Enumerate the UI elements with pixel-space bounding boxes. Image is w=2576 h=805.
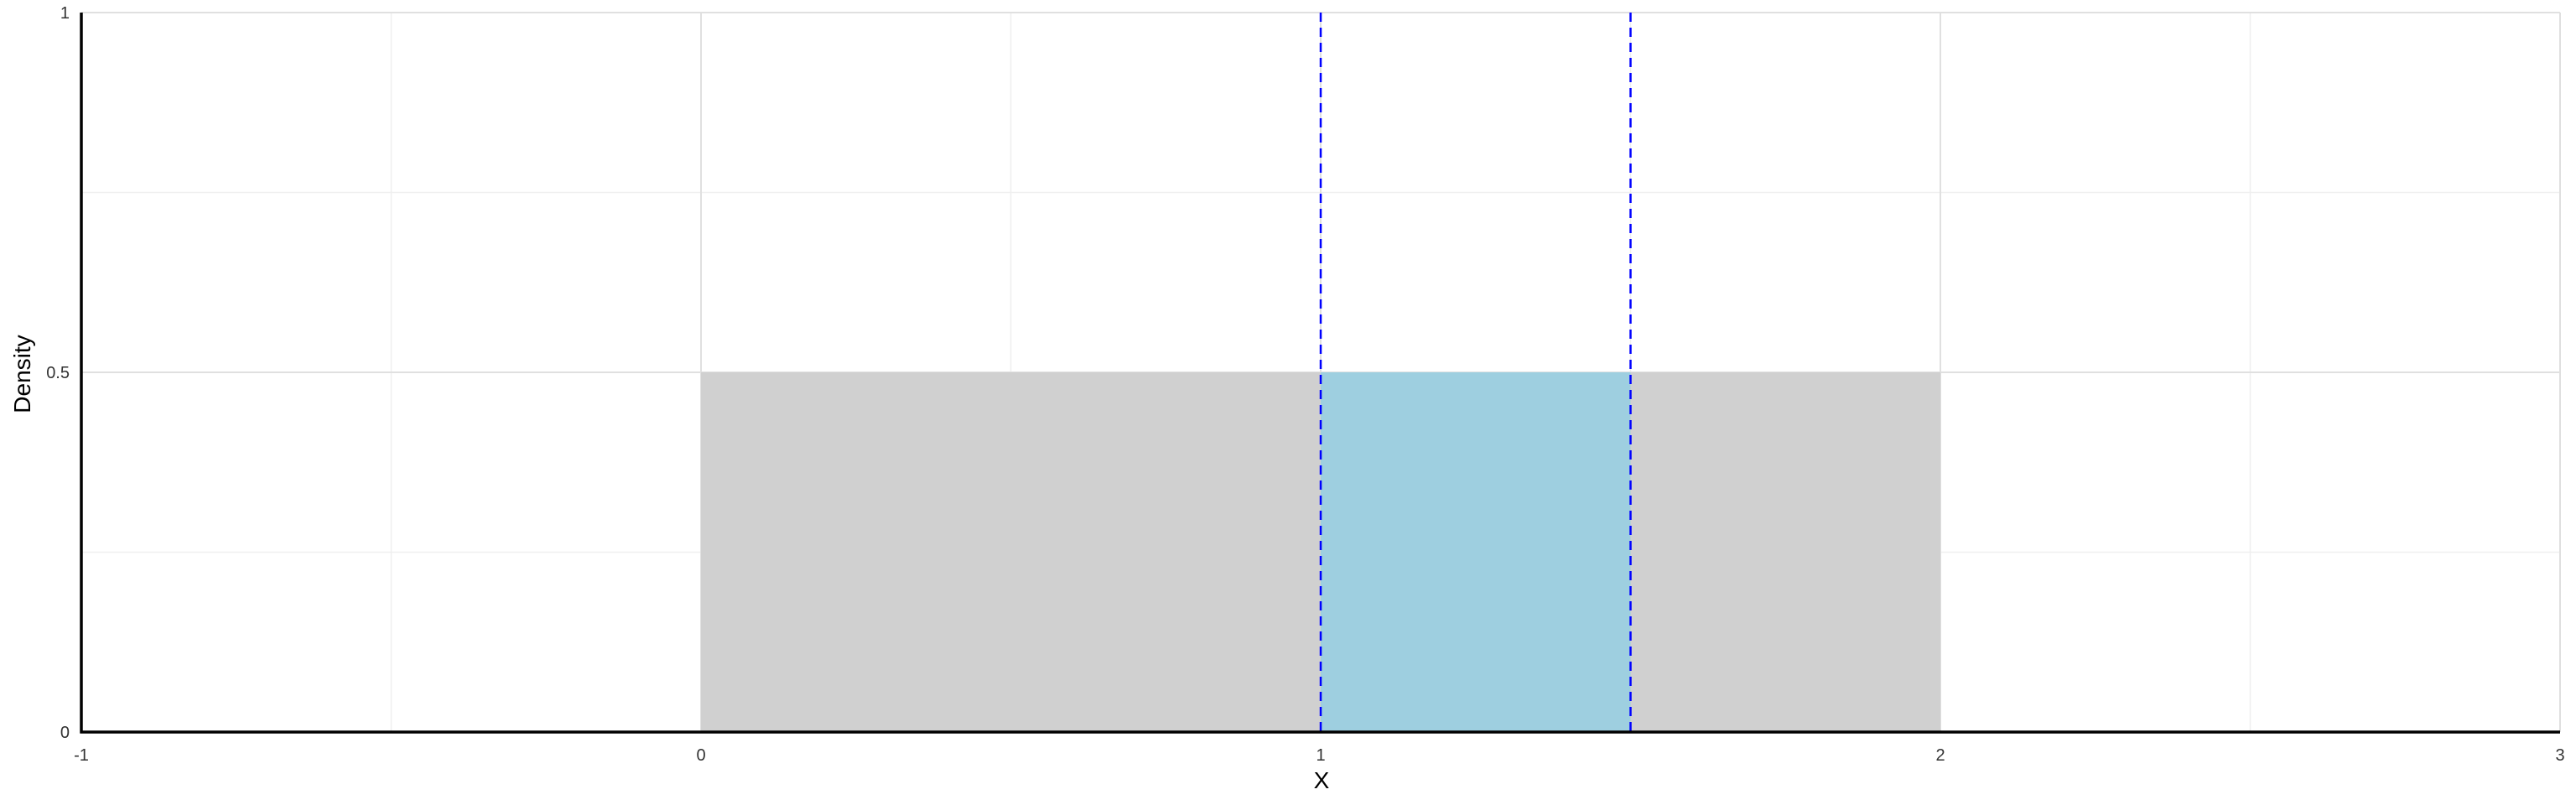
y-tick-label-2: 1 <box>60 4 70 23</box>
x-axis-label: X <box>1314 767 1330 793</box>
x-tick-label-0: -1 <box>74 746 89 765</box>
y-axis-label: Density <box>9 335 35 413</box>
tick-labels: -1 0 1 2 300.51 <box>46 4 2564 765</box>
x-tick-label-3: 2 <box>1935 746 1945 765</box>
axes <box>80 13 2560 734</box>
x-tick-label-1: 0 <box>696 746 705 765</box>
x-tick-label-4: 3 <box>2555 746 2564 765</box>
density-areas <box>701 372 1940 732</box>
y-tick-label-1: 0.5 <box>46 364 70 382</box>
highlight-area <box>1321 372 1631 732</box>
x-tick-label-2: 1 <box>1316 746 1325 765</box>
y-tick-label-0: 0 <box>60 724 70 742</box>
